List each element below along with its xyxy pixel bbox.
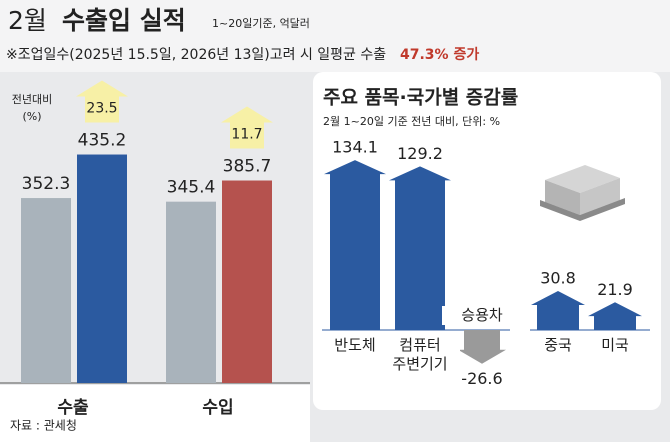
value-label: 129.2: [397, 144, 443, 163]
value-label: 21.9: [597, 280, 633, 299]
arrow-bar: [324, 160, 386, 330]
subtitle: 1~20일기준, 억달러: [212, 16, 310, 30]
bar: [166, 201, 216, 383]
title-month: 2월: [8, 6, 47, 35]
note-highlight: 47.3% 증가: [400, 47, 479, 63]
panel-subtitle: 2월 1~20일 기준 전년 대비, 단위: %: [323, 114, 500, 128]
change-label: 23.5: [86, 101, 117, 117]
value-label: 385.7: [223, 157, 272, 177]
note: ※조업일수(2025년 15.5일, 2026년 13일)고려 시 일평균 수출: [6, 47, 386, 63]
change-label: 11.7: [231, 127, 262, 143]
x-tick-label: 미국: [575, 336, 655, 355]
header-bg: [0, 0, 670, 72]
change-arrow: [76, 80, 128, 123]
x-tick-label: 승용차: [442, 306, 522, 325]
value-label: 134.1: [332, 138, 378, 157]
change-arrow: [221, 106, 273, 149]
bar: [222, 180, 272, 383]
arrow-bar: [389, 166, 451, 330]
value-label: 30.8: [540, 268, 576, 287]
value-label: -26.6: [461, 369, 502, 388]
change-title: (%): [22, 110, 41, 123]
source: 자료 : 관세청: [10, 419, 77, 433]
bar: [21, 198, 71, 383]
value-label: 352.3: [22, 174, 71, 194]
boxes-icon: [540, 165, 625, 221]
panel-title: 주요 품목·국가별 증감률: [323, 87, 518, 109]
value-label: 345.4: [167, 178, 216, 198]
x-tick-label: 수입: [202, 398, 233, 418]
arrow-bar: [531, 290, 585, 330]
arrow-bar: [588, 302, 642, 330]
arrow-bar: [458, 330, 506, 364]
footer-band: [0, 385, 310, 442]
value-label: 435.2: [78, 131, 127, 151]
bar: [77, 154, 127, 383]
change-title: 전년대비: [12, 93, 52, 106]
title: 수출입 실적: [62, 6, 186, 35]
x-tick-label: 수출: [57, 398, 89, 418]
x-tick-label: 컴퓨터 주변기기: [380, 336, 460, 374]
x-tick-label: 반도체: [315, 336, 395, 355]
